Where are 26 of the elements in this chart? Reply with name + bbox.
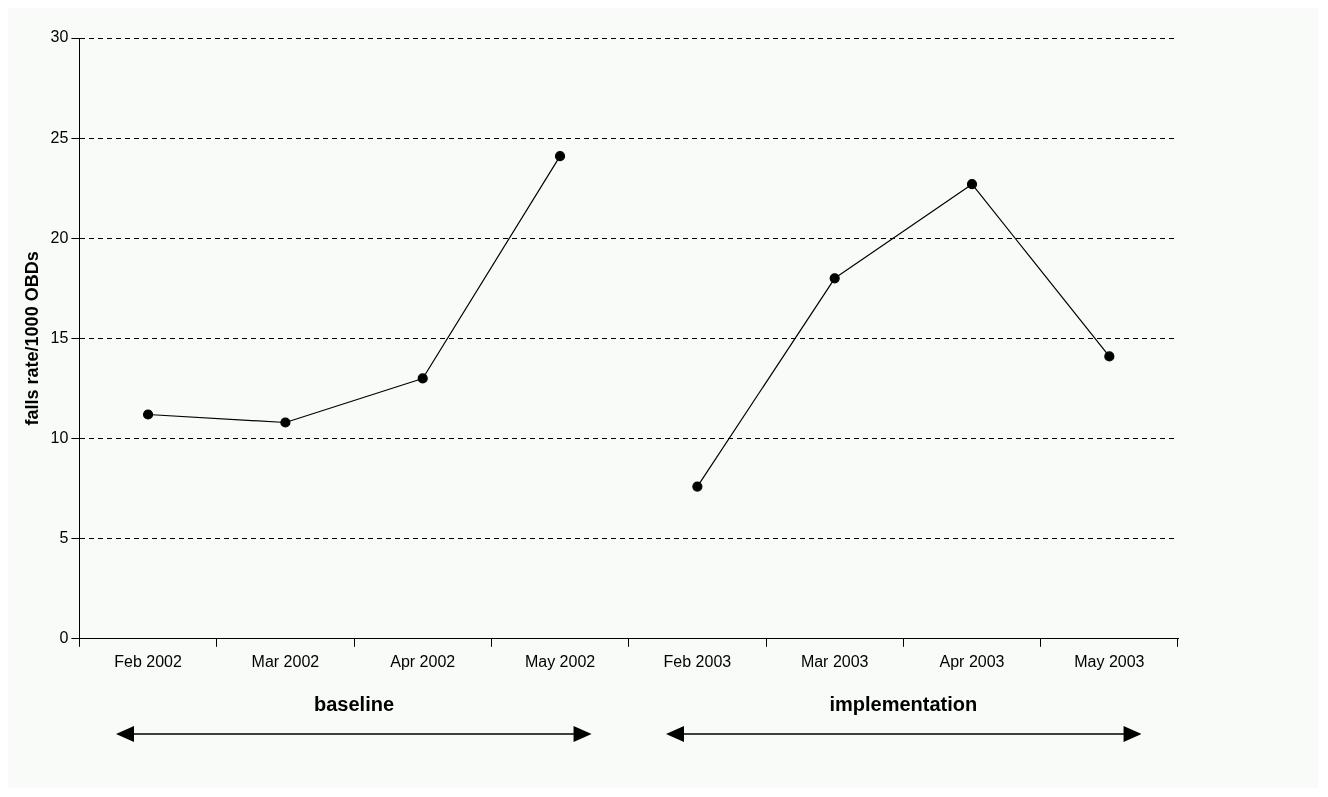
text: implementation bbox=[828, 693, 979, 716]
point bbox=[1104, 351, 1115, 362]
text: baseline bbox=[313, 693, 396, 716]
x-tick-label: May 2003 bbox=[1074, 652, 1145, 670]
point bbox=[966, 179, 978, 190]
point bbox=[417, 373, 428, 384]
x-tick-label: Feb 2002 bbox=[114, 652, 182, 670]
x-tick-label: Feb 2003 bbox=[663, 652, 732, 670]
y-axis-title: falls rate/1000 OBDs bbox=[21, 251, 42, 426]
x-tick-label: Apr 2003 bbox=[939, 652, 1005, 670]
y-tick-label: 30 bbox=[50, 28, 69, 46]
x-tick-label: Apr 2002 bbox=[390, 652, 456, 670]
point bbox=[692, 481, 703, 492]
point bbox=[280, 417, 291, 428]
x-tick-label: Mar 2002 bbox=[251, 652, 320, 670]
y-tick-label: 15 bbox=[50, 328, 69, 346]
x-tick-label: Mar 2003 bbox=[800, 652, 869, 670]
y-tick-label: 20 bbox=[50, 228, 69, 246]
y-tick-label: 0 bbox=[59, 629, 69, 647]
point bbox=[142, 409, 154, 420]
point bbox=[829, 273, 840, 284]
x-tick-label: May 2002 bbox=[524, 652, 596, 670]
y-tick-label: 5 bbox=[59, 529, 69, 547]
point bbox=[554, 151, 566, 162]
y-tick-label: 25 bbox=[50, 128, 69, 146]
y-tick-label: 10 bbox=[50, 428, 69, 446]
